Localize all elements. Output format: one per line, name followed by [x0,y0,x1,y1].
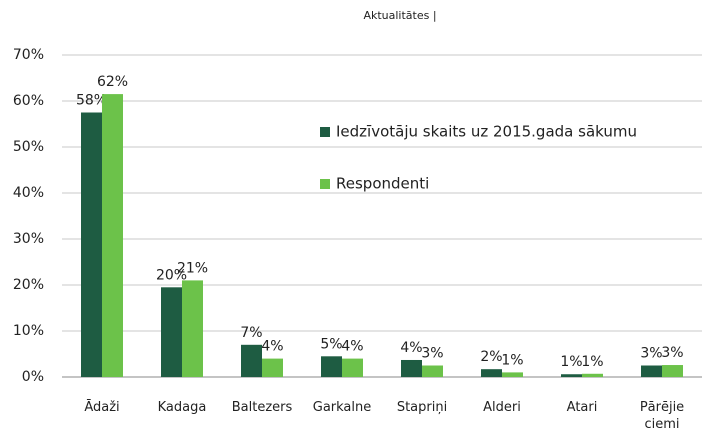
data-label: 7% [240,325,262,341]
data-label: 5% [320,336,342,352]
x-tick-label: Kadaga [157,400,207,415]
y-tick-label: 40% [13,185,44,201]
y-tick-label: 10% [13,323,44,339]
bar [182,280,203,377]
bar [161,287,182,377]
bar [582,373,603,377]
data-label: 1% [560,354,582,370]
bar [641,365,662,377]
y-tick-label: 70% [13,47,44,63]
data-label: 4% [261,339,283,355]
bar [481,369,502,377]
data-label: 3% [661,345,683,361]
data-label: 1% [581,354,603,370]
data-label: 4% [341,339,363,355]
bar [561,374,582,377]
x-tick-label: Baltezers [231,400,293,415]
y-tick-label: 60% [13,93,44,109]
legend-label: Iedzīvotāju skaits uz 2015.gada sākumu [336,123,637,141]
y-tick-label: 20% [13,277,44,293]
data-label: 58% [76,93,107,109]
x-tick-label: Pārējie ciemi [639,400,685,432]
data-label: 4% [400,340,422,356]
y-tick-label: 30% [13,231,44,247]
data-label: 20% [156,267,187,283]
legend-label: Respondenti [336,175,429,193]
legend-swatch [320,127,330,137]
y-tick-label: 0% [22,369,44,385]
data-label: 3% [640,346,662,362]
data-label: 3% [421,346,443,362]
bar [321,356,342,377]
y-tick-label: 50% [13,139,44,155]
bar [422,365,443,377]
legend-swatch [320,179,330,189]
data-label: 1% [501,352,523,368]
bar [102,94,123,377]
bar [662,365,683,377]
bar [342,358,363,377]
chart-title: Aktualitātes | [363,9,436,22]
x-tick-label: Alderi [483,400,521,415]
bar [401,359,422,377]
data-label: 62% [97,74,128,90]
bar [241,344,262,377]
x-tick-label: Stapriņi [396,400,448,415]
bar [81,112,102,377]
x-tick-label: Atari [566,400,598,415]
x-tick-label: Garkalne [312,400,372,415]
data-label: 21% [177,260,208,276]
bar [262,358,283,377]
x-tick-label: Ādaži [84,400,120,415]
data-label: 2% [480,349,502,365]
bar [502,372,523,377]
